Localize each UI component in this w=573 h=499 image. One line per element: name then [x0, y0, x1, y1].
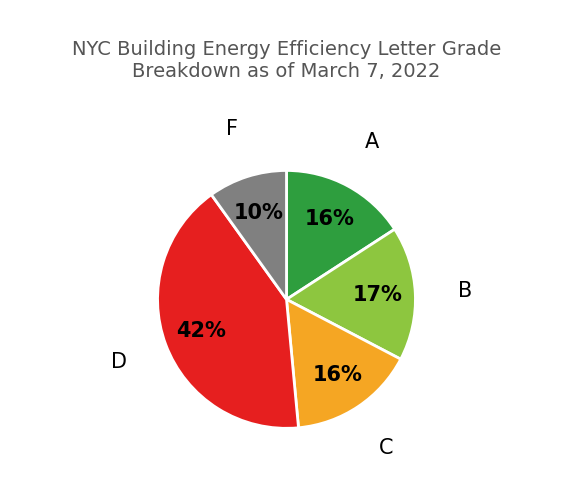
Text: C: C: [379, 438, 394, 458]
Wedge shape: [286, 229, 415, 359]
Text: D: D: [111, 352, 127, 372]
Text: 10%: 10%: [234, 203, 284, 223]
Text: 16%: 16%: [305, 210, 355, 230]
Wedge shape: [158, 195, 299, 428]
Text: 17%: 17%: [352, 285, 402, 305]
Text: F: F: [226, 119, 238, 139]
Text: NYC Building Energy Efficiency Letter Grade
Breakdown as of March 7, 2022: NYC Building Energy Efficiency Letter Gr…: [72, 40, 501, 81]
Wedge shape: [211, 171, 286, 299]
Wedge shape: [286, 299, 401, 428]
Text: A: A: [365, 132, 379, 152]
Wedge shape: [286, 171, 395, 299]
Text: 16%: 16%: [312, 365, 362, 385]
Text: 42%: 42%: [176, 321, 226, 341]
Text: B: B: [458, 281, 472, 301]
